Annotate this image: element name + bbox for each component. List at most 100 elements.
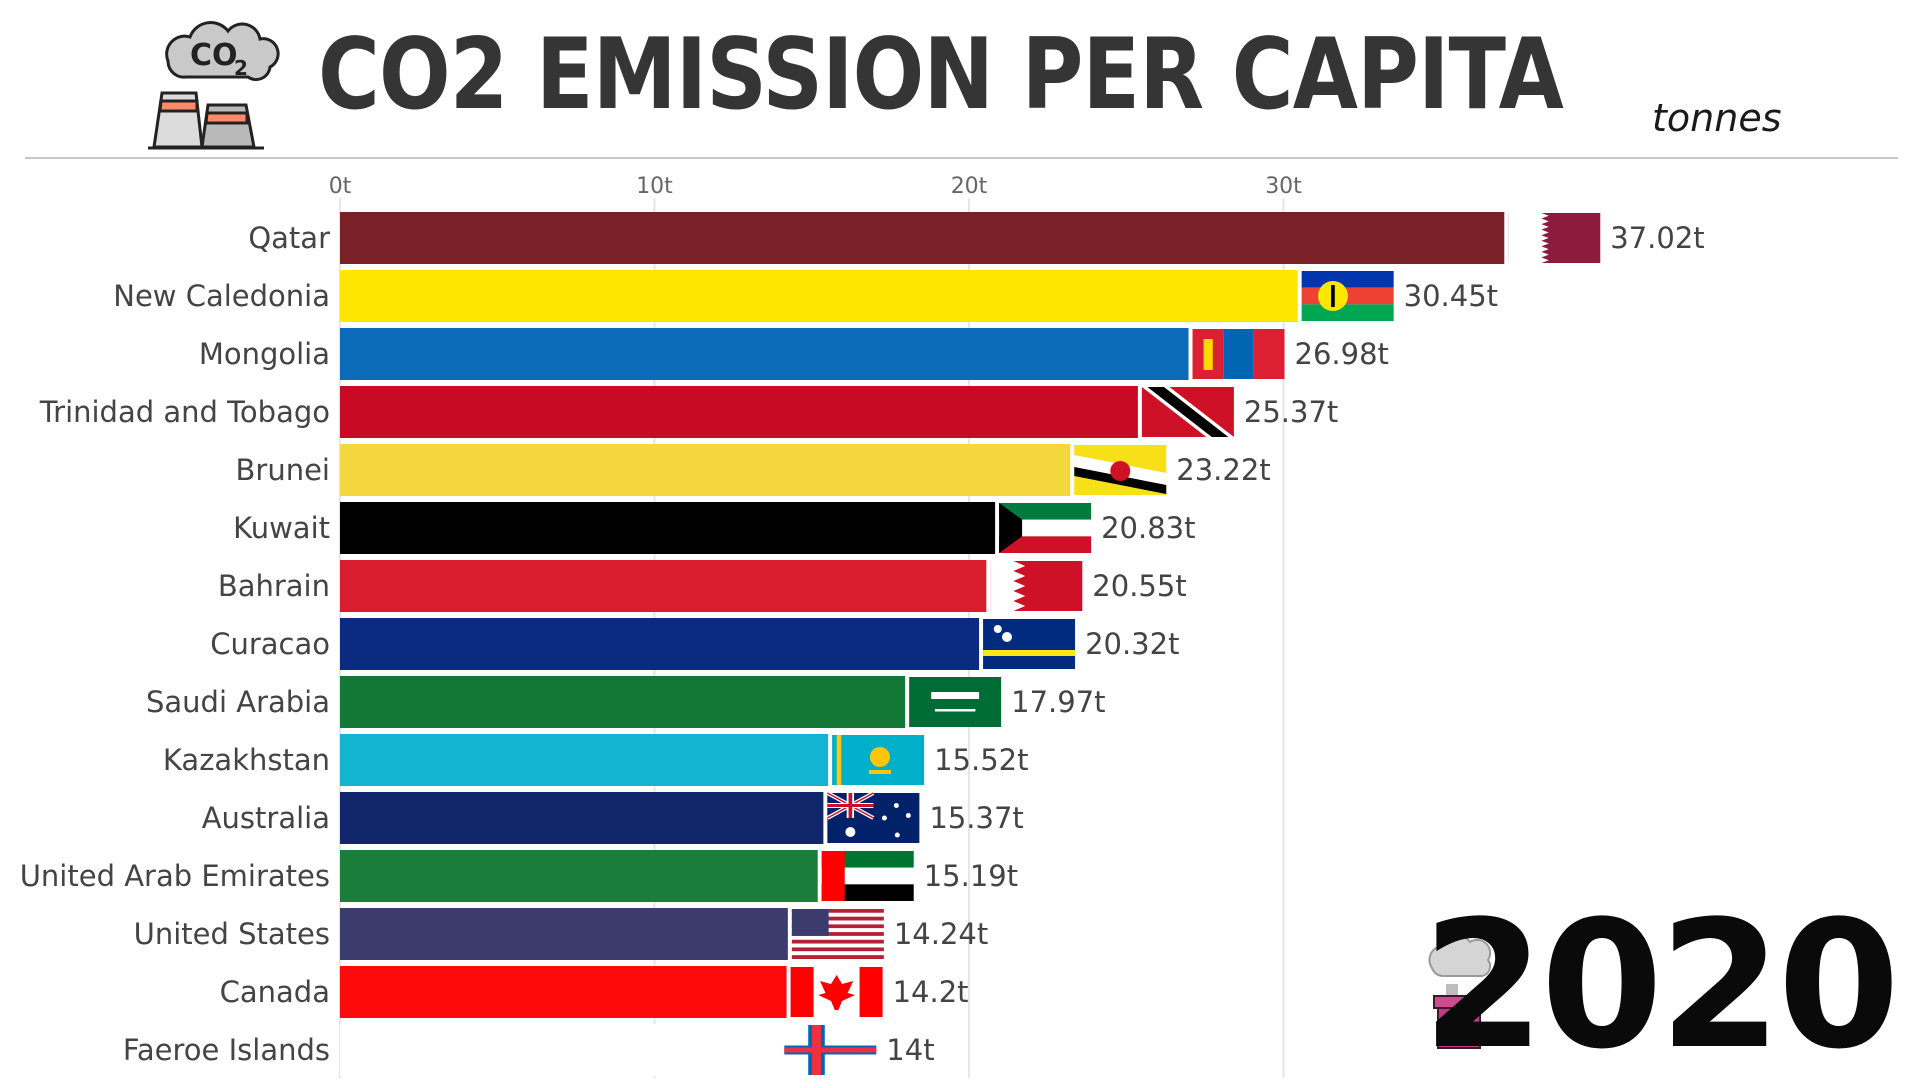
category-label: Kazakhstan [163, 743, 330, 777]
bar-row: Mongolia 26.98t [199, 328, 1389, 380]
category-label: Kuwait [233, 511, 330, 545]
bar-row: Brunei 23.22t [236, 444, 1271, 496]
x-tick-label: 0t [329, 174, 352, 199]
value-label: 15.37t [929, 801, 1023, 835]
bar [340, 502, 996, 554]
flag-part [791, 943, 884, 948]
bar [340, 792, 824, 844]
bar [340, 560, 987, 612]
flag-part [791, 935, 884, 940]
flag-part [1203, 339, 1213, 370]
flag-part [1331, 285, 1335, 307]
logo-co-text: CO [190, 38, 238, 73]
flag-part [999, 503, 1092, 520]
bar [340, 676, 906, 728]
flag-part [1147, 387, 1229, 437]
bar-row: Faeroe Islands 14t [123, 1024, 935, 1076]
mongolia-flag-icon [1192, 329, 1285, 379]
category-label: Brunei [236, 453, 330, 487]
flag-part [1253, 329, 1285, 379]
year-label: 2020 [1422, 883, 1900, 1088]
bar-row: Qatar 37.02t [248, 212, 1705, 264]
flag-part [909, 677, 1002, 727]
flag-part [791, 947, 884, 952]
flag-part [1223, 329, 1254, 379]
bar [340, 618, 980, 670]
value-label: 15.19t [924, 859, 1018, 893]
bar [340, 966, 787, 1018]
bar-row: Trinidad and Tobago 25.37t [39, 386, 1338, 438]
category-label: Faeroe Islands [123, 1033, 330, 1067]
flag-part [1301, 271, 1394, 288]
value-label: 17.97t [1011, 685, 1105, 719]
flag-part [791, 909, 884, 913]
value-label: 23.22t [1176, 453, 1270, 487]
category-label: Bahrain [218, 569, 330, 603]
bar [340, 270, 1298, 322]
qatar-flag-icon [1508, 213, 1601, 263]
value-label: 20.55t [1092, 569, 1186, 603]
bar [340, 1024, 781, 1076]
flag-part [791, 912, 884, 917]
flag-part [790, 967, 814, 1017]
trinidad-and-tobago-flag-icon [1141, 387, 1234, 437]
bar [340, 734, 829, 786]
logo-subscript-text: 2 [234, 56, 248, 80]
brunei-flag-icon [1074, 445, 1167, 495]
flag-part [1110, 461, 1131, 481]
category-label: New Caledonia [113, 279, 330, 313]
value-label: 14.2t [893, 975, 969, 1009]
value-label: 37.02t [1610, 221, 1704, 255]
flag-part [990, 561, 1026, 611]
curacao-flag-icon [983, 619, 1076, 669]
category-label: Trinidad and Tobago [39, 395, 330, 429]
flag-part [881, 815, 887, 821]
flag-part [905, 813, 911, 818]
category-label: Qatar [248, 221, 330, 255]
divider [25, 157, 1898, 159]
bar-row: United Arab Emirates 15.19t [20, 850, 1018, 902]
flag-part [791, 951, 884, 956]
bar-row: New Caledonia 30.45t [113, 270, 1498, 322]
flag-part [791, 939, 884, 944]
bar-row: Saudi Arabia 17.97t [146, 676, 1106, 728]
flag-part [791, 920, 884, 925]
flag-part [818, 975, 855, 1010]
value-label: 25.37t [1244, 395, 1338, 429]
bar-row: Canada 14.2t [220, 966, 969, 1018]
value-label: 14.24t [894, 917, 988, 951]
saudi-arabia-flag-icon [909, 677, 1002, 727]
flag-part [784, 1047, 877, 1053]
value-label: 20.83t [1101, 511, 1195, 545]
flag-part [859, 967, 883, 1017]
flag-part [1001, 632, 1012, 642]
category-label: United Arab Emirates [20, 859, 330, 893]
category-label: Mongolia [199, 337, 330, 371]
flag-part [821, 851, 845, 901]
kuwait-flag-icon [999, 503, 1092, 553]
flag-part [894, 832, 900, 838]
bar [340, 386, 1138, 438]
flag-part [845, 827, 856, 837]
flag-part [827, 804, 874, 807]
page-title: CO2 EMISSION PER CAPITA [318, 18, 1564, 132]
flag-part [791, 932, 884, 936]
new-caledonia-flag-icon [1301, 271, 1394, 321]
category-label: Curacao [210, 627, 330, 661]
bar [340, 908, 788, 960]
flag-part [931, 692, 980, 699]
value-label: 14t [886, 1033, 934, 1067]
chimney-smoke-icon [1428, 934, 1492, 1049]
flag-part [791, 928, 884, 933]
flag-part [999, 536, 1092, 553]
bar [340, 444, 1071, 496]
value-label: 20.32t [1085, 627, 1179, 661]
value-label: 26.98t [1295, 337, 1389, 371]
flag-part [934, 709, 976, 712]
unit-label: tonnes [1652, 96, 1782, 140]
bar [340, 212, 1505, 264]
flag-part [1301, 304, 1394, 321]
bar-row: Australia 15.37t [202, 791, 1024, 844]
bar [340, 850, 818, 902]
